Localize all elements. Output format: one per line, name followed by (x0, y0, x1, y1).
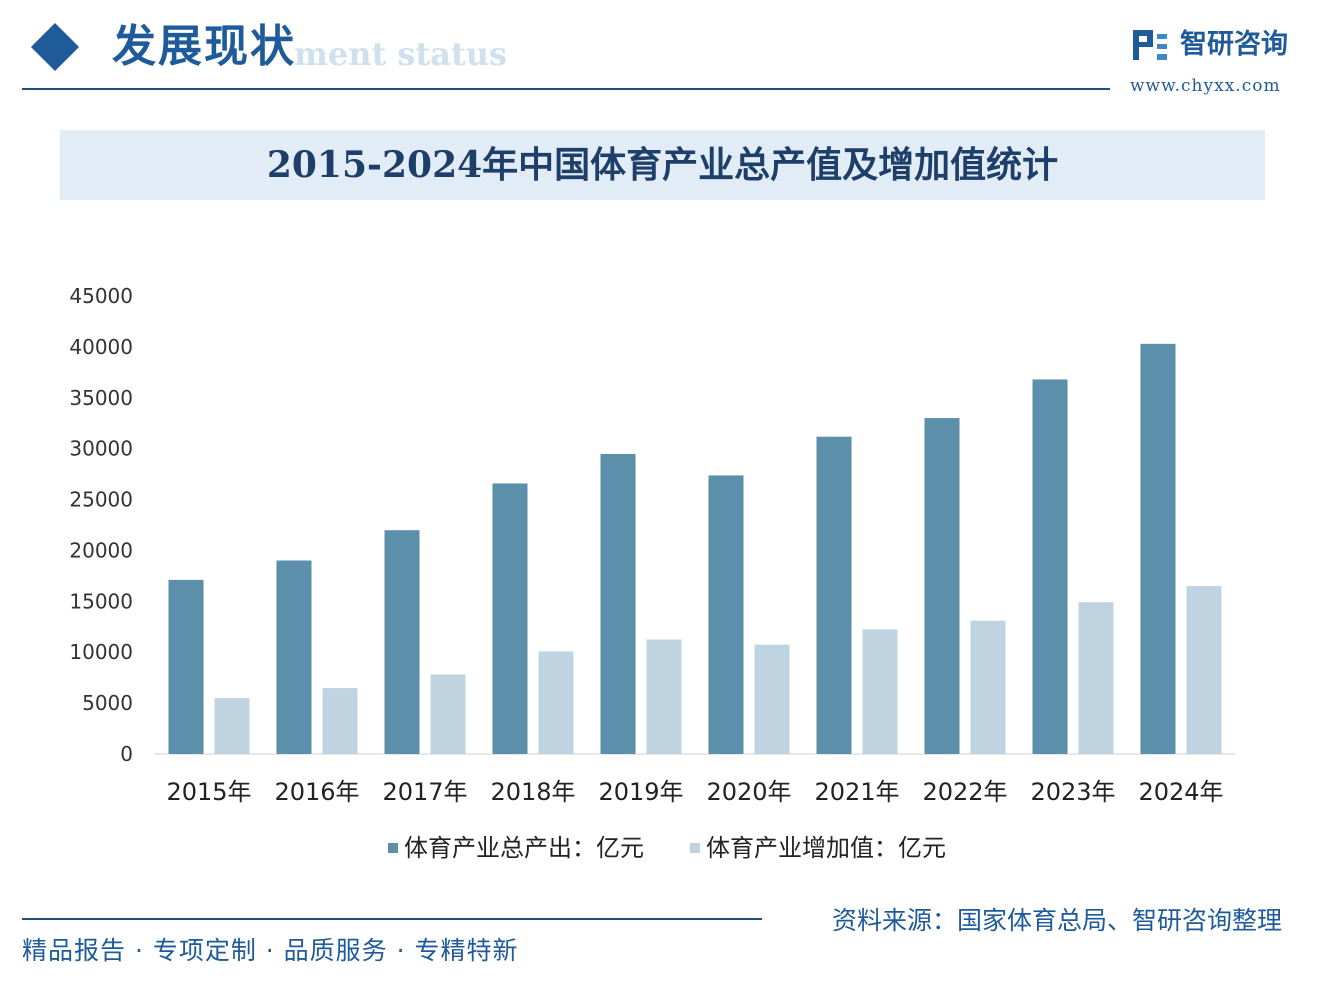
bar-total-output (492, 483, 528, 754)
bar-value-added (754, 644, 790, 754)
y-tick-label: 35000 (69, 386, 133, 410)
brand-logo-icon (1133, 30, 1167, 60)
bar-value-added (214, 698, 250, 754)
bar-value-added (862, 629, 898, 754)
legend-label-added: 体育产业增加值：亿元 (706, 834, 946, 862)
bar-total-output (384, 530, 420, 754)
x-tick-label: 2019年 (598, 778, 683, 806)
chart-title: 2015-2024年中国体育产业总产值及增加值统计 (266, 144, 1059, 186)
y-tick-label: 25000 (69, 488, 133, 512)
x-tick-label: 2022年 (922, 778, 1007, 806)
x-tick-label: 2016年 (274, 778, 359, 806)
y-tick-label: 45000 (69, 284, 133, 308)
y-tick-label: 5000 (82, 691, 133, 715)
legend-swatch-total (388, 843, 398, 853)
x-tick-label: 2024年 (1138, 778, 1223, 806)
y-tick-label: 0 (120, 742, 133, 766)
bar-value-added (1186, 586, 1222, 754)
bar-total-output (816, 436, 852, 754)
header-divider (22, 88, 1110, 90)
header-title: 发展现状 (112, 21, 296, 72)
bar-chart: 45000 40000 35000 30000 25000 20000 15000 10000… (69, 284, 1235, 806)
x-tick-label: 2021年 (814, 778, 899, 806)
bar-value-added (970, 620, 1006, 754)
y-tick-label: 30000 (69, 437, 133, 461)
footer-divider (22, 918, 762, 920)
x-tick-label: 2023年 (1030, 778, 1115, 806)
header-subtitle: ment status (294, 35, 507, 73)
bars (168, 343, 1222, 754)
brand-url: www.chyxx.com (1130, 76, 1281, 96)
y-tick-label: 20000 (69, 538, 133, 562)
y-tick-label: 10000 (69, 640, 133, 664)
bar-total-output (924, 418, 960, 754)
brand-name: 智研咨询 (1180, 29, 1288, 60)
bar-total-output (168, 579, 204, 754)
footer-source: 资料来源：国家体育总局、智研咨询整理 (832, 906, 1283, 935)
bar-value-added (322, 688, 358, 754)
footer-tagline: 精品报告 · 专项定制 · 品质服务 · 专精特新 (22, 936, 519, 965)
y-tick-label: 40000 (69, 335, 133, 359)
bar-value-added (646, 639, 682, 754)
legend-swatch-added (690, 843, 700, 853)
bar-value-added (1078, 602, 1114, 754)
x-tick-label: 2018年 (490, 778, 575, 806)
x-tick-label: 2015年 (166, 778, 251, 806)
bar-total-output (1032, 379, 1068, 754)
x-tick-label: 2017年 (382, 778, 467, 806)
bar-total-output (276, 560, 312, 754)
y-axis: 45000 40000 35000 30000 25000 20000 15000 10000… (69, 284, 133, 766)
x-axis: 2015年 2016年 2017年 2018年 2019年 2020年 2021年 2022年… (166, 778, 1223, 806)
chart-title-banner (60, 130, 1265, 200)
bar-total-output (1140, 343, 1176, 754)
header-diamond-icon (30, 22, 80, 72)
x-tick-label: 2020年 (706, 778, 791, 806)
bar-value-added (538, 651, 574, 754)
bar-total-output (600, 453, 636, 754)
y-tick-label: 15000 (69, 589, 133, 613)
bar-total-output (708, 475, 744, 754)
bar-value-added (430, 674, 466, 754)
legend-label-total: 体育产业总产出：亿元 (404, 834, 644, 862)
